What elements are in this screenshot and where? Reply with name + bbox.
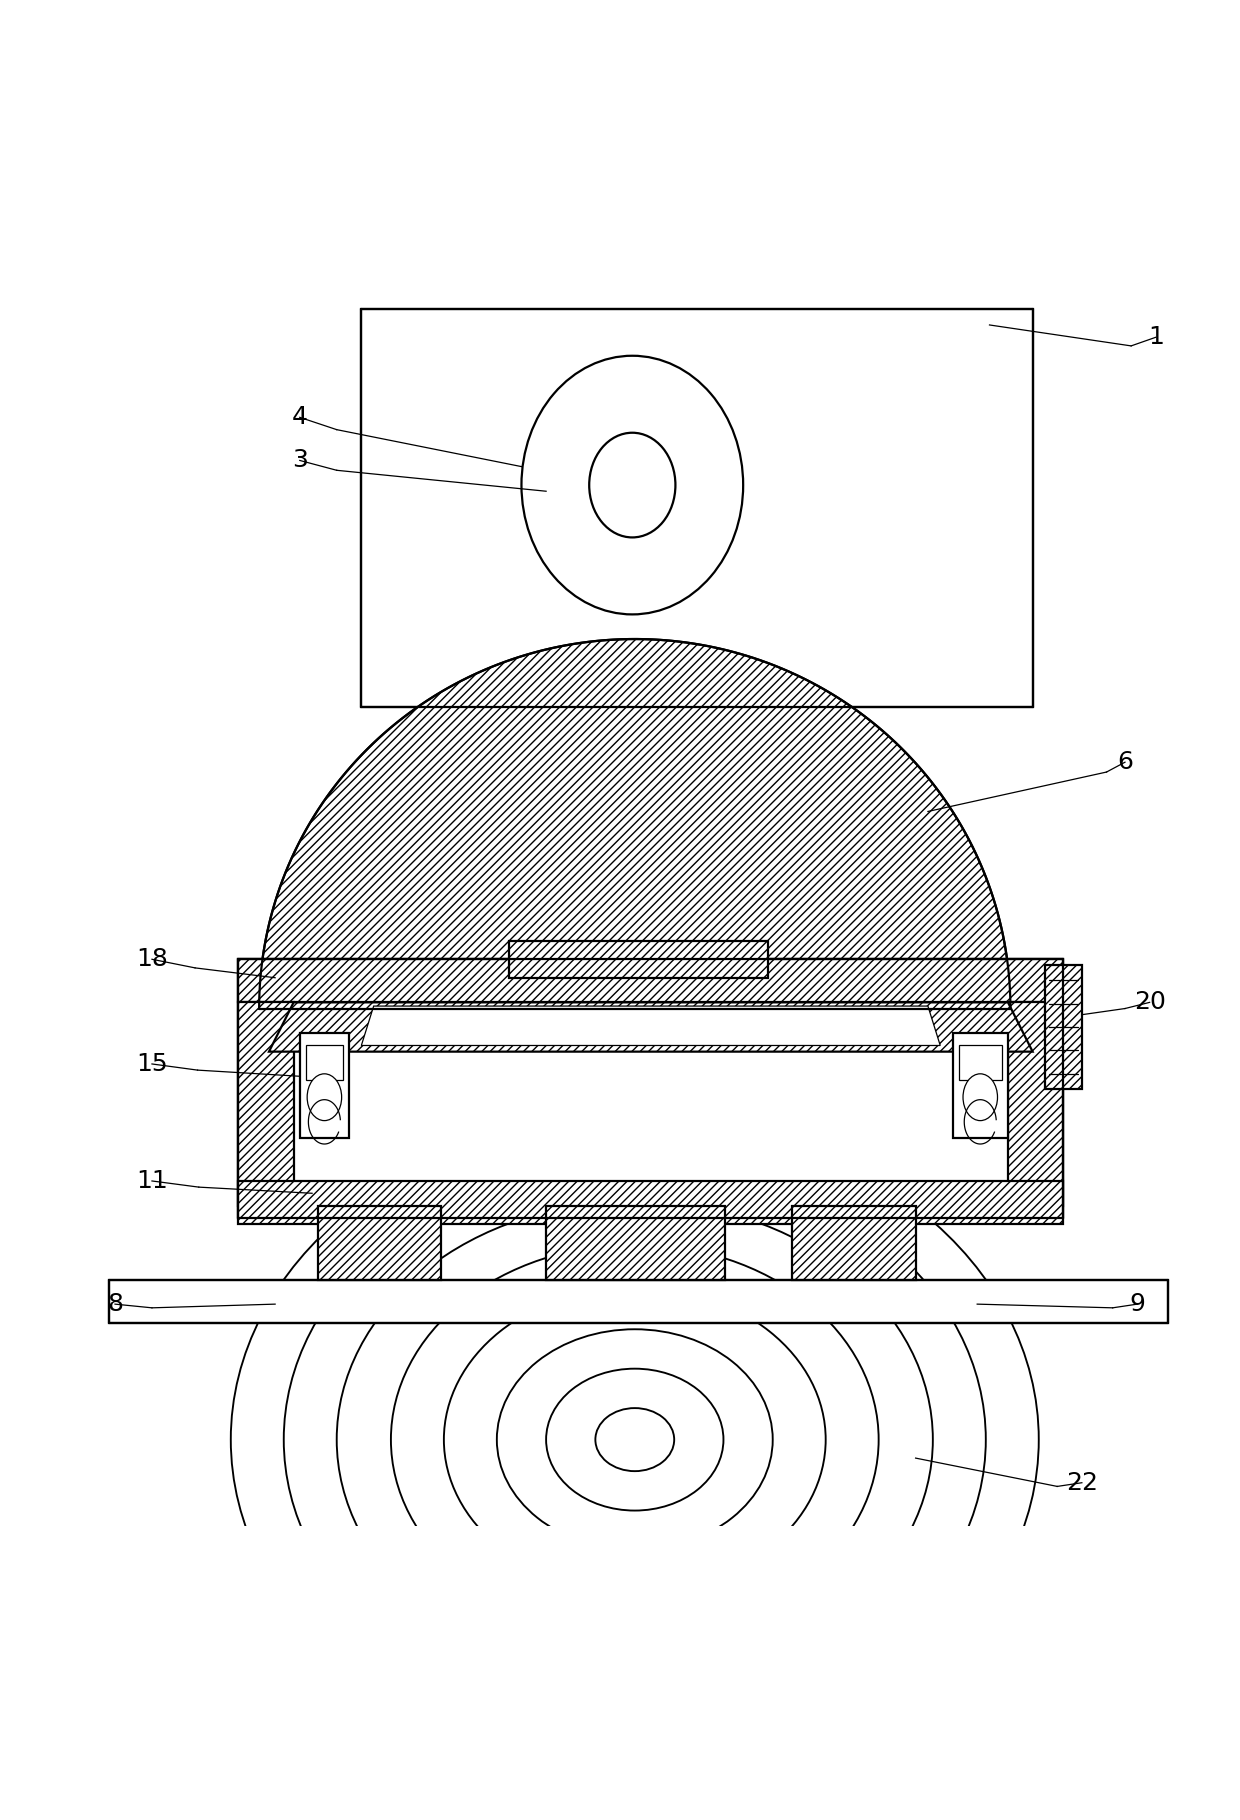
Polygon shape [306, 1045, 343, 1079]
Ellipse shape [522, 355, 743, 615]
Polygon shape [300, 1034, 348, 1138]
Polygon shape [109, 1279, 1168, 1323]
Polygon shape [238, 1181, 1064, 1225]
Polygon shape [952, 1034, 1008, 1138]
Polygon shape [361, 1006, 940, 1045]
Polygon shape [319, 1205, 441, 1279]
Polygon shape [510, 941, 768, 977]
Text: 8: 8 [107, 1292, 123, 1316]
Text: 9: 9 [1130, 1292, 1146, 1316]
Ellipse shape [589, 433, 676, 537]
Text: 1: 1 [1148, 326, 1163, 349]
Text: 22: 22 [1066, 1471, 1097, 1494]
Polygon shape [361, 309, 1033, 706]
Text: 11: 11 [136, 1168, 167, 1192]
Polygon shape [546, 1205, 724, 1279]
Text: 18: 18 [136, 946, 167, 972]
Polygon shape [238, 1003, 294, 1205]
Polygon shape [269, 1003, 1033, 1052]
Ellipse shape [963, 1074, 997, 1121]
Text: 3: 3 [291, 448, 308, 473]
Text: 6: 6 [1117, 750, 1133, 773]
Polygon shape [238, 959, 1064, 1003]
Ellipse shape [308, 1074, 342, 1121]
Polygon shape [1008, 1003, 1064, 1205]
Polygon shape [1045, 965, 1081, 1088]
Text: 4: 4 [291, 406, 308, 430]
Text: 20: 20 [1133, 990, 1166, 1014]
Polygon shape [792, 1205, 915, 1279]
Polygon shape [259, 639, 1011, 1008]
Polygon shape [238, 959, 1064, 1218]
Text: 15: 15 [136, 1052, 167, 1076]
Polygon shape [959, 1045, 1002, 1079]
